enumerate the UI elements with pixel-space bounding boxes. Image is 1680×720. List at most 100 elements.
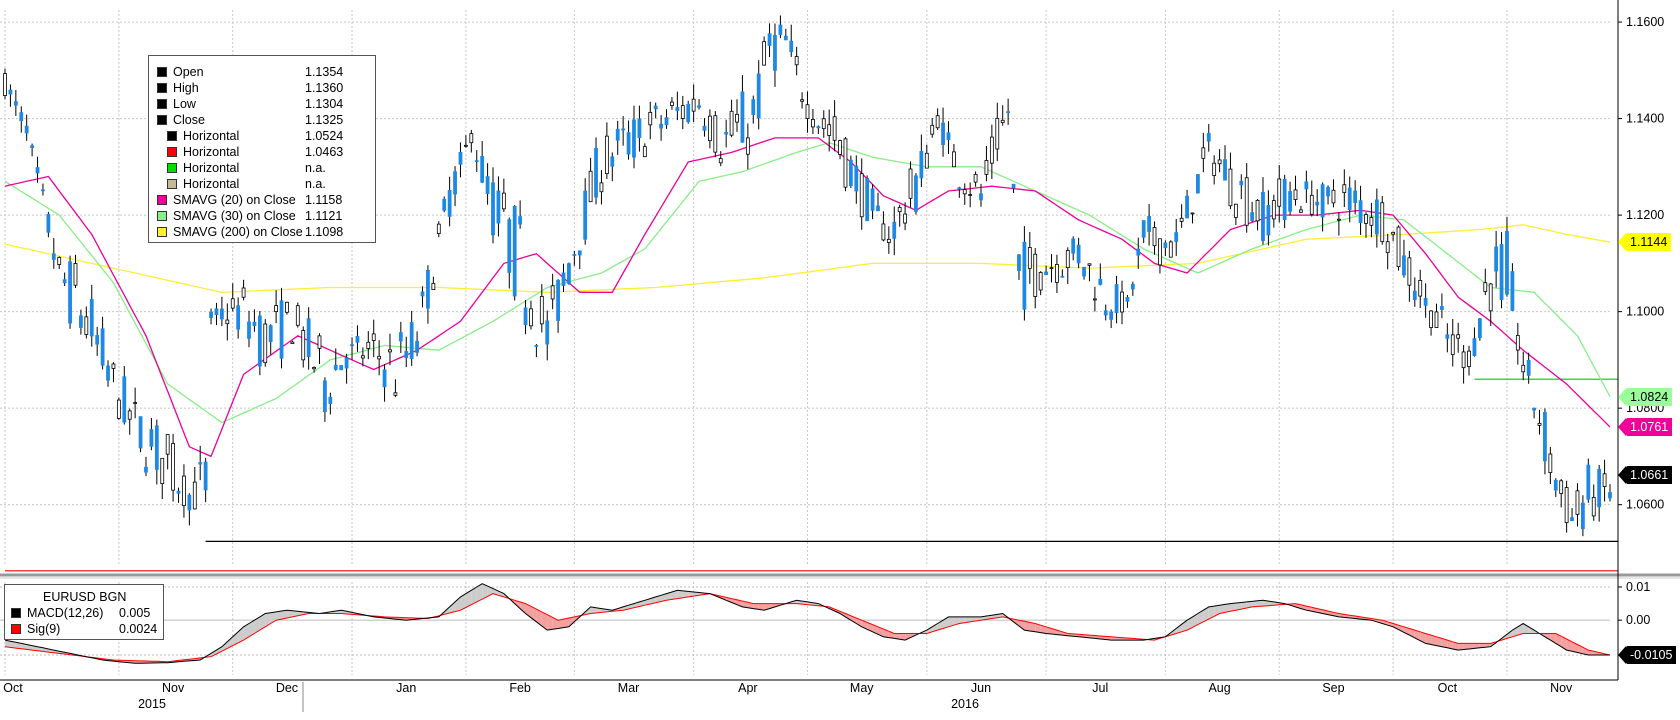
candle-body <box>73 263 78 286</box>
candle-body <box>1223 159 1227 181</box>
x-tick-label-month: Nov <box>1550 681 1573 695</box>
macd-fill <box>243 623 250 641</box>
candle-body <box>1239 180 1244 186</box>
price-badge: 1.0824 <box>1617 387 1673 406</box>
candle-body <box>306 318 311 357</box>
candle-body <box>637 118 642 138</box>
legend-item: SMAVG (200) on Close 1.1098 <box>157 224 375 240</box>
candle-body <box>1174 232 1179 242</box>
candle-body <box>962 189 967 195</box>
candle-body <box>935 115 940 129</box>
candle-body <box>176 490 181 494</box>
macd-fill <box>1425 633 1432 645</box>
macd-fill <box>905 633 911 641</box>
candle-body <box>567 263 571 284</box>
candle-body <box>718 158 723 164</box>
candle-body <box>501 192 506 210</box>
macd-fill <box>1441 638 1448 648</box>
legend-value: 1.1158 <box>305 193 343 207</box>
candle-body <box>1499 244 1504 301</box>
macd-fill <box>216 646 222 654</box>
legend-value: 1.1325 <box>305 113 344 127</box>
macd-fill <box>937 620 944 631</box>
candle-body <box>1190 212 1195 215</box>
macd-fill <box>465 590 472 608</box>
legend-label: Sig(9) <box>27 622 61 636</box>
candle-body <box>751 99 756 116</box>
candle-body <box>426 270 430 309</box>
candle-body <box>1103 310 1108 316</box>
macd-fill <box>758 603 765 611</box>
candle-body <box>317 335 322 349</box>
legend-value: 1.1360 <box>305 81 344 95</box>
macd-fill <box>1469 643 1475 649</box>
macd-fill <box>1208 606 1215 620</box>
candle-body <box>1022 241 1027 310</box>
macd-fill <box>877 626 884 637</box>
macd-fill <box>1436 636 1442 647</box>
candle-body <box>165 434 170 455</box>
x-tick-label-month: Nov <box>162 681 185 695</box>
candle-body <box>1553 479 1558 491</box>
candle-body <box>1130 283 1135 290</box>
candle-body <box>556 279 560 321</box>
candle-body <box>886 238 891 243</box>
macd-fill <box>1111 636 1117 641</box>
candle-body <box>930 124 935 135</box>
candle-body <box>1293 189 1298 200</box>
candle-body <box>1369 217 1374 226</box>
candle-body <box>350 344 354 347</box>
candle-body <box>952 151 956 168</box>
legend-item: Horizontal n.a. <box>157 176 375 192</box>
macd-fill <box>1018 620 1025 631</box>
candle-body <box>138 416 143 449</box>
legend-item: Horizontal 1.0463 <box>157 144 375 160</box>
candle-body <box>1537 422 1542 426</box>
legend-label: Horizontal <box>183 161 240 175</box>
legend-swatch <box>11 624 21 634</box>
candle-body <box>122 376 127 423</box>
macd-fill <box>1214 605 1220 617</box>
candle-body <box>404 351 409 359</box>
candle-body <box>263 323 268 364</box>
candle-body <box>1434 311 1439 328</box>
candle-body <box>323 380 327 413</box>
macd-fill <box>1046 626 1052 635</box>
candle-body <box>908 168 913 199</box>
candle-body <box>1152 227 1157 247</box>
candle-body <box>1114 284 1119 314</box>
legend-value: 1.0463 <box>305 145 344 159</box>
macd-fill <box>1235 602 1242 611</box>
candle-body <box>415 340 419 353</box>
x-tick-label-year: 2016 <box>951 697 979 711</box>
legend-item: Low 1.1304 <box>157 96 375 112</box>
candle-body <box>106 365 110 381</box>
candle-body <box>697 105 701 108</box>
macd-fill <box>1572 641 1578 653</box>
candle-body <box>1407 257 1412 286</box>
macd-fill <box>249 620 255 637</box>
macd-fill <box>959 616 965 624</box>
candle-body <box>1179 217 1184 222</box>
candle-body <box>420 291 425 297</box>
legend-label: Low <box>173 97 196 111</box>
candle-body <box>133 402 138 404</box>
candle-body <box>220 308 224 320</box>
macd-fill <box>482 583 488 600</box>
macd-fill <box>1219 604 1226 614</box>
price-badge: 1.1144 <box>1617 233 1672 252</box>
candle-body <box>1336 218 1341 221</box>
candle-body <box>599 182 604 193</box>
legend-item: Horizontal n.a. <box>157 160 375 176</box>
legend-item: MACD(12,26) 0.005 <box>11 605 163 621</box>
candle-body <box>13 101 18 106</box>
macd-fill <box>5 640 11 648</box>
candle-body <box>984 160 989 175</box>
candle-body <box>735 113 739 123</box>
macd-value-badge: -0.0105 <box>1617 646 1677 665</box>
candle-body <box>1212 162 1217 176</box>
candle-body <box>268 325 273 343</box>
candle-body <box>1543 412 1547 462</box>
macd-fill <box>15 642 22 649</box>
